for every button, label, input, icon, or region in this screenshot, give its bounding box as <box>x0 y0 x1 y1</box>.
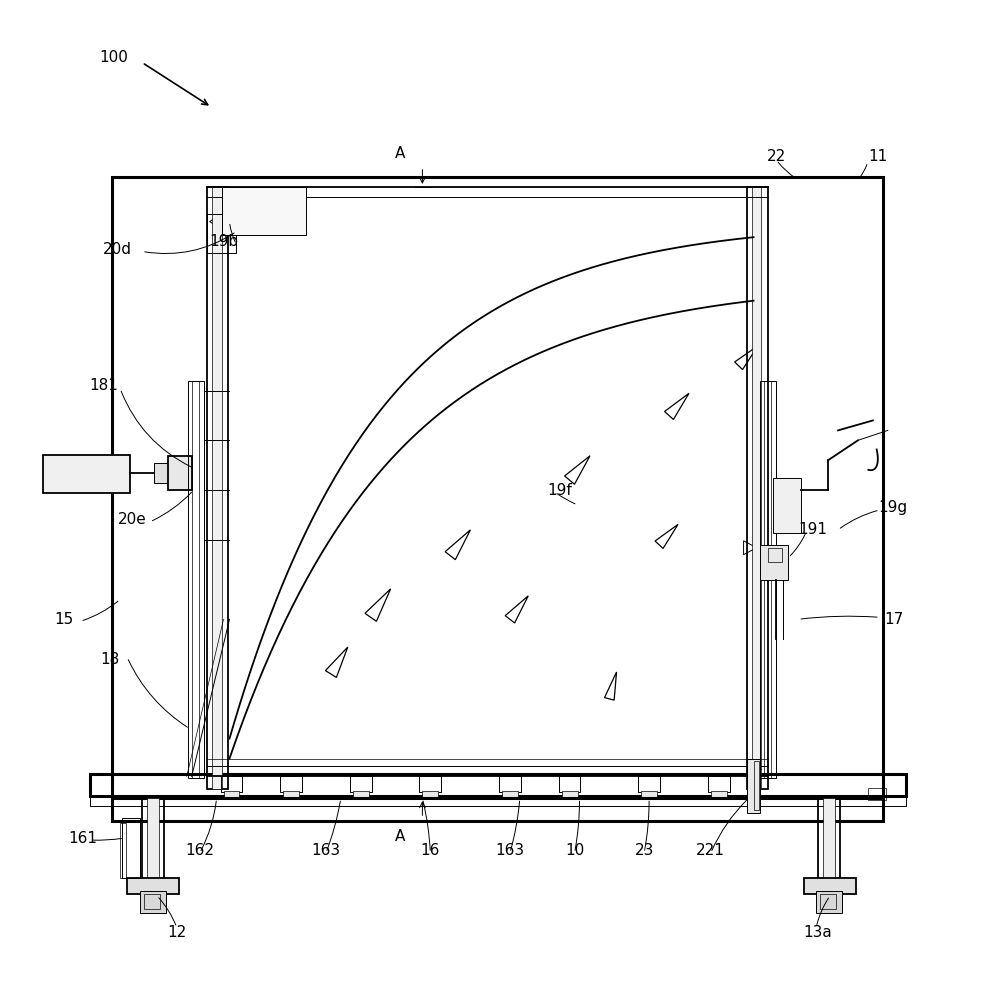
Text: 19g: 19g <box>878 500 907 515</box>
Text: 23: 23 <box>635 843 653 858</box>
Bar <box>707 776 730 792</box>
Bar <box>221 187 306 235</box>
Bar <box>140 891 166 913</box>
Bar <box>112 177 883 821</box>
Bar <box>422 791 438 799</box>
Bar <box>804 878 856 894</box>
Bar <box>820 894 836 909</box>
Bar <box>761 381 776 778</box>
Bar <box>754 761 760 810</box>
Bar <box>747 759 761 813</box>
Text: 163: 163 <box>495 843 524 858</box>
Bar <box>154 463 170 483</box>
Text: 19f: 19f <box>547 483 572 498</box>
Text: 12: 12 <box>167 925 186 940</box>
Text: 221: 221 <box>697 843 725 858</box>
Bar <box>747 187 769 789</box>
Bar <box>91 796 905 806</box>
Text: 20d: 20d <box>102 242 132 257</box>
Bar <box>192 381 199 778</box>
Text: 13a: 13a <box>804 925 832 940</box>
Bar <box>207 214 236 253</box>
Bar <box>642 791 657 799</box>
Text: 16: 16 <box>421 843 440 858</box>
Bar <box>353 791 369 799</box>
Bar <box>639 776 660 792</box>
Bar <box>91 774 905 796</box>
Bar <box>120 823 126 878</box>
Bar <box>127 878 179 894</box>
Bar <box>188 381 204 778</box>
Text: 162: 162 <box>185 843 215 858</box>
Bar <box>816 891 842 913</box>
Text: 161: 161 <box>68 831 96 846</box>
Bar <box>42 455 130 493</box>
Bar <box>349 776 372 792</box>
Bar <box>220 776 242 792</box>
Bar <box>122 818 140 878</box>
Bar <box>499 776 521 792</box>
Bar <box>283 791 299 799</box>
Bar <box>168 456 192 490</box>
Bar <box>769 548 782 562</box>
Bar <box>502 791 518 799</box>
Bar <box>868 788 886 800</box>
Bar <box>280 776 302 792</box>
Text: 22: 22 <box>767 149 786 164</box>
Bar <box>207 187 228 789</box>
Text: A: A <box>396 146 405 161</box>
Text: 18: 18 <box>100 652 120 667</box>
Bar <box>144 894 159 909</box>
Bar <box>419 776 441 792</box>
Text: 100: 100 <box>99 50 129 65</box>
Bar <box>562 791 578 799</box>
Bar <box>752 187 762 789</box>
Bar <box>559 776 581 792</box>
Bar <box>710 791 726 799</box>
Bar <box>824 798 835 878</box>
Bar <box>212 187 221 789</box>
Text: 15: 15 <box>55 612 74 627</box>
Text: A: A <box>396 829 405 844</box>
Bar <box>765 381 771 778</box>
Text: 10: 10 <box>565 843 584 858</box>
Bar <box>773 478 801 533</box>
Bar <box>761 545 788 580</box>
Bar <box>223 791 239 799</box>
Text: 20e: 20e <box>118 512 147 527</box>
Text: 19b: 19b <box>209 234 238 249</box>
Text: 191: 191 <box>799 522 828 537</box>
Text: 181: 181 <box>90 378 119 393</box>
Text: 17: 17 <box>884 612 903 627</box>
Text: 163: 163 <box>311 843 340 858</box>
Bar <box>818 796 840 881</box>
Bar <box>142 796 164 881</box>
Text: 11: 11 <box>868 149 888 164</box>
Bar <box>147 798 158 878</box>
